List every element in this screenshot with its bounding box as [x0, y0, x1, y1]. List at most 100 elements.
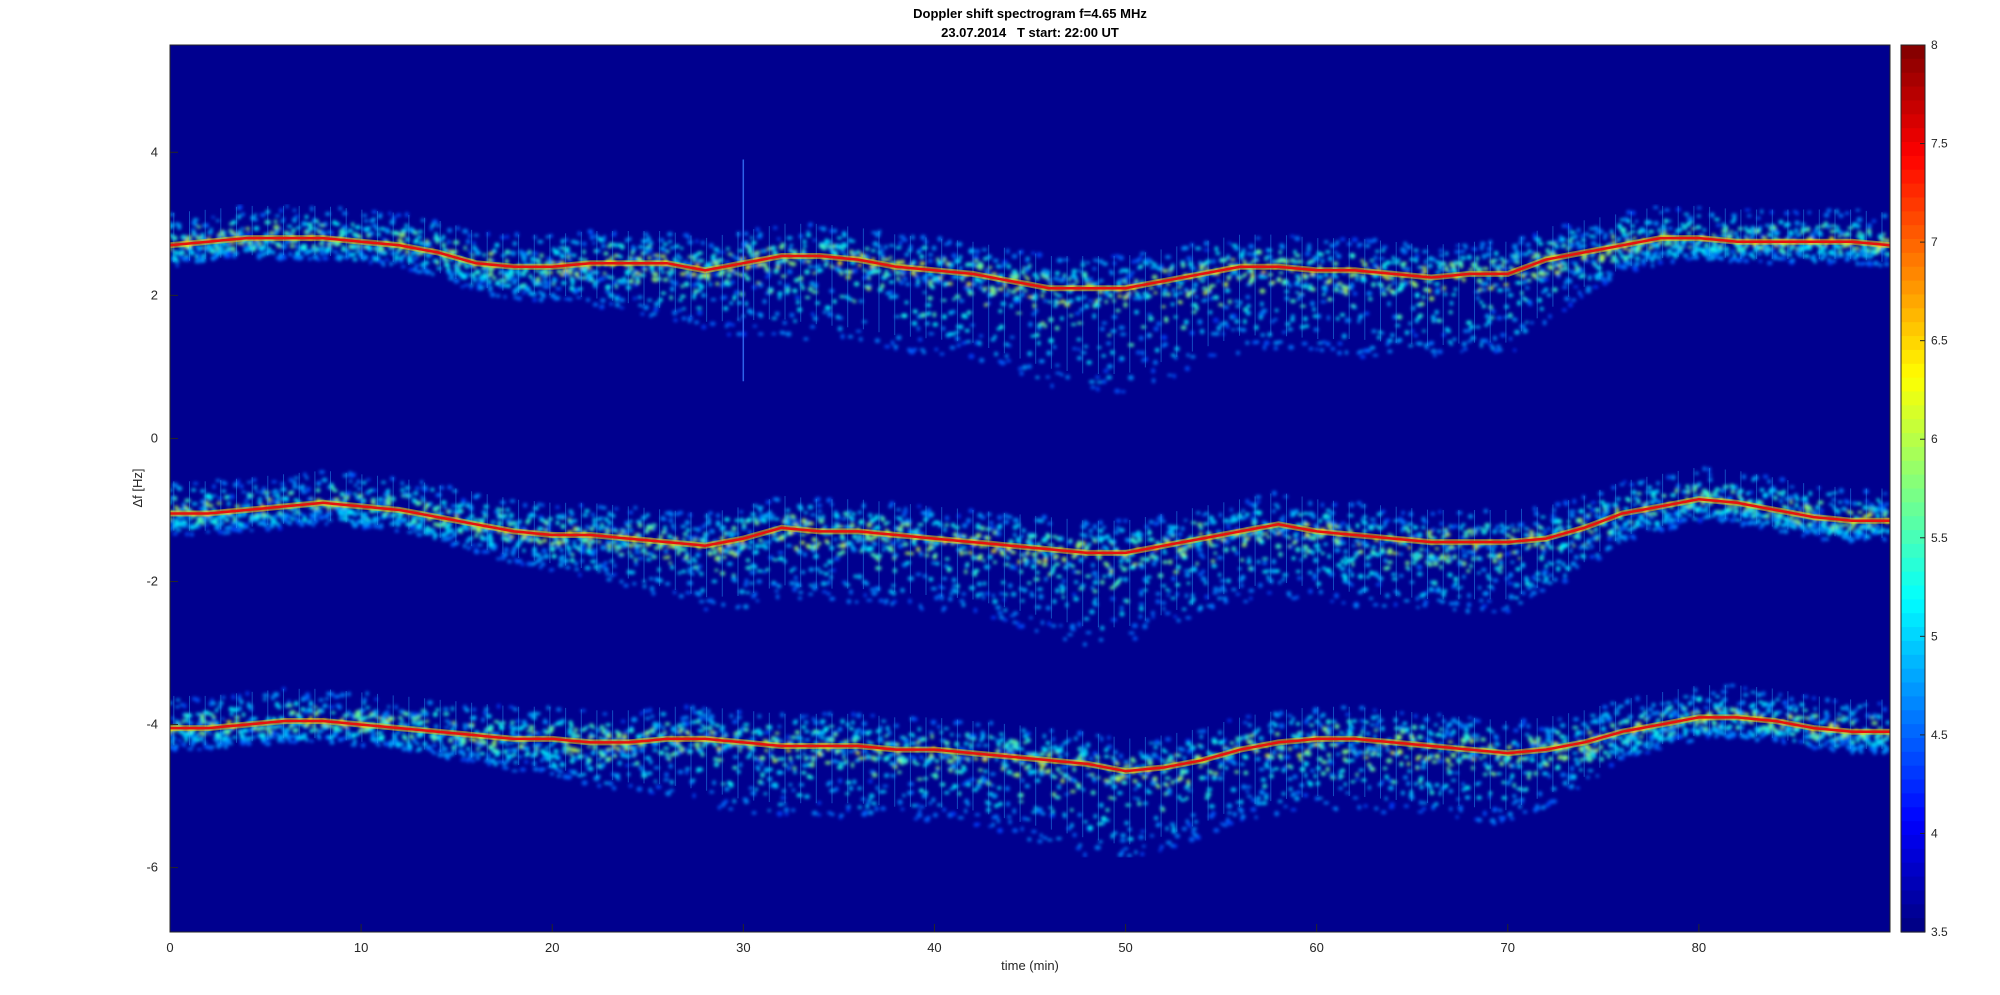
heat-cell — [627, 237, 632, 241]
heat-cell — [1082, 533, 1088, 539]
heat-cell — [1052, 599, 1057, 604]
heat-cell — [1514, 329, 1520, 335]
heat-cell — [760, 249, 767, 254]
heat-cell — [1101, 354, 1107, 358]
heat-cell — [1535, 237, 1542, 243]
heat-cell — [607, 520, 613, 526]
heat-cell — [856, 250, 861, 255]
heat-cell — [1581, 272, 1586, 279]
heat-cell — [286, 521, 293, 525]
heat-cell — [891, 590, 897, 596]
heat-cell — [798, 233, 803, 239]
heat-cell — [603, 561, 609, 564]
heat-cell — [951, 523, 955, 528]
heat-cell — [1246, 251, 1252, 256]
heat-cell — [1428, 296, 1435, 302]
heat-cell — [327, 246, 332, 252]
heat-cell — [941, 314, 947, 320]
heat-cell — [864, 247, 870, 251]
heat-cell — [1061, 595, 1066, 600]
heat-cell — [851, 251, 858, 256]
heat-cell — [692, 292, 697, 298]
heat-cell — [934, 347, 939, 352]
heat-cell — [1778, 219, 1784, 225]
heat-cell — [453, 240, 460, 245]
heat-cell — [193, 222, 198, 227]
heat-cell — [667, 239, 673, 244]
heat-cell — [1227, 299, 1232, 305]
heat-cell — [917, 337, 923, 342]
heat-cell — [361, 480, 367, 485]
heat-cell — [1344, 350, 1349, 355]
heat-cell — [1482, 287, 1486, 292]
heat-cell — [847, 334, 854, 339]
heat-cell — [1098, 638, 1104, 642]
heat-cell — [1744, 208, 1751, 212]
heat-cell — [273, 219, 278, 224]
heat-cell — [863, 593, 867, 598]
heat-cell — [697, 289, 703, 293]
heat-cell — [936, 257, 940, 262]
heat-cell — [678, 256, 683, 260]
heat-cell — [472, 241, 476, 246]
heat-cell — [914, 527, 921, 531]
heat-cell — [1369, 345, 1376, 350]
heat-cell — [490, 520, 497, 524]
heat-cell — [820, 581, 828, 586]
heat-cell — [264, 490, 270, 495]
heat-cell — [863, 582, 870, 586]
heat-cell — [900, 270, 907, 275]
heat-cell — [1593, 235, 1598, 239]
heat-cell — [1282, 330, 1287, 334]
heat-cell — [1451, 293, 1457, 297]
heat-cell — [172, 254, 178, 259]
heat-cell — [446, 530, 450, 535]
heat-cell — [1362, 262, 1368, 268]
heat-cell — [804, 269, 810, 275]
heat-cell — [1419, 301, 1425, 307]
heat-cell — [1045, 375, 1050, 379]
heat-cell — [1390, 261, 1395, 265]
heat-cell — [539, 556, 544, 561]
heat-cell — [214, 520, 218, 525]
heat-cell — [1132, 296, 1138, 301]
heat-cell — [1385, 275, 1391, 281]
heat-cell — [1417, 313, 1424, 318]
heat-cell — [1288, 344, 1295, 350]
heat-cell — [1415, 292, 1420, 299]
heat-cell — [182, 523, 188, 529]
heat-cell — [236, 214, 242, 220]
heat-cell — [1724, 251, 1730, 257]
heat-cell — [184, 505, 189, 510]
heat-cell — [1085, 631, 1092, 635]
heat-cell — [1488, 239, 1493, 246]
heat-cell — [481, 510, 488, 515]
heat-cell — [680, 294, 686, 299]
heat-cell — [1630, 210, 1636, 216]
heat-cell — [888, 295, 894, 300]
heat-cell — [1301, 273, 1307, 277]
heat-cell — [968, 550, 973, 555]
heat-cell — [750, 311, 754, 316]
heat-cell — [491, 543, 498, 549]
heat-cell — [992, 598, 998, 605]
heat-cell — [1062, 579, 1066, 583]
heat-cell — [1855, 260, 1859, 267]
heat-cell — [1766, 260, 1773, 266]
heat-cell — [592, 517, 597, 523]
heat-cell — [465, 239, 471, 245]
heat-cell — [528, 274, 533, 279]
heat-cell — [1447, 270, 1452, 274]
heat-cell — [366, 226, 371, 231]
heat-cell — [1219, 322, 1225, 327]
heat-cell — [1413, 333, 1419, 338]
heat-cell — [1266, 254, 1273, 260]
heat-cell — [463, 245, 467, 251]
heat-cell — [633, 505, 638, 510]
heat-cell — [971, 248, 975, 254]
heat-cell — [172, 532, 178, 536]
heat-cell — [274, 214, 280, 218]
heat-cell — [1367, 297, 1373, 301]
heat-cell — [1098, 520, 1103, 526]
heat-cell — [987, 301, 991, 306]
